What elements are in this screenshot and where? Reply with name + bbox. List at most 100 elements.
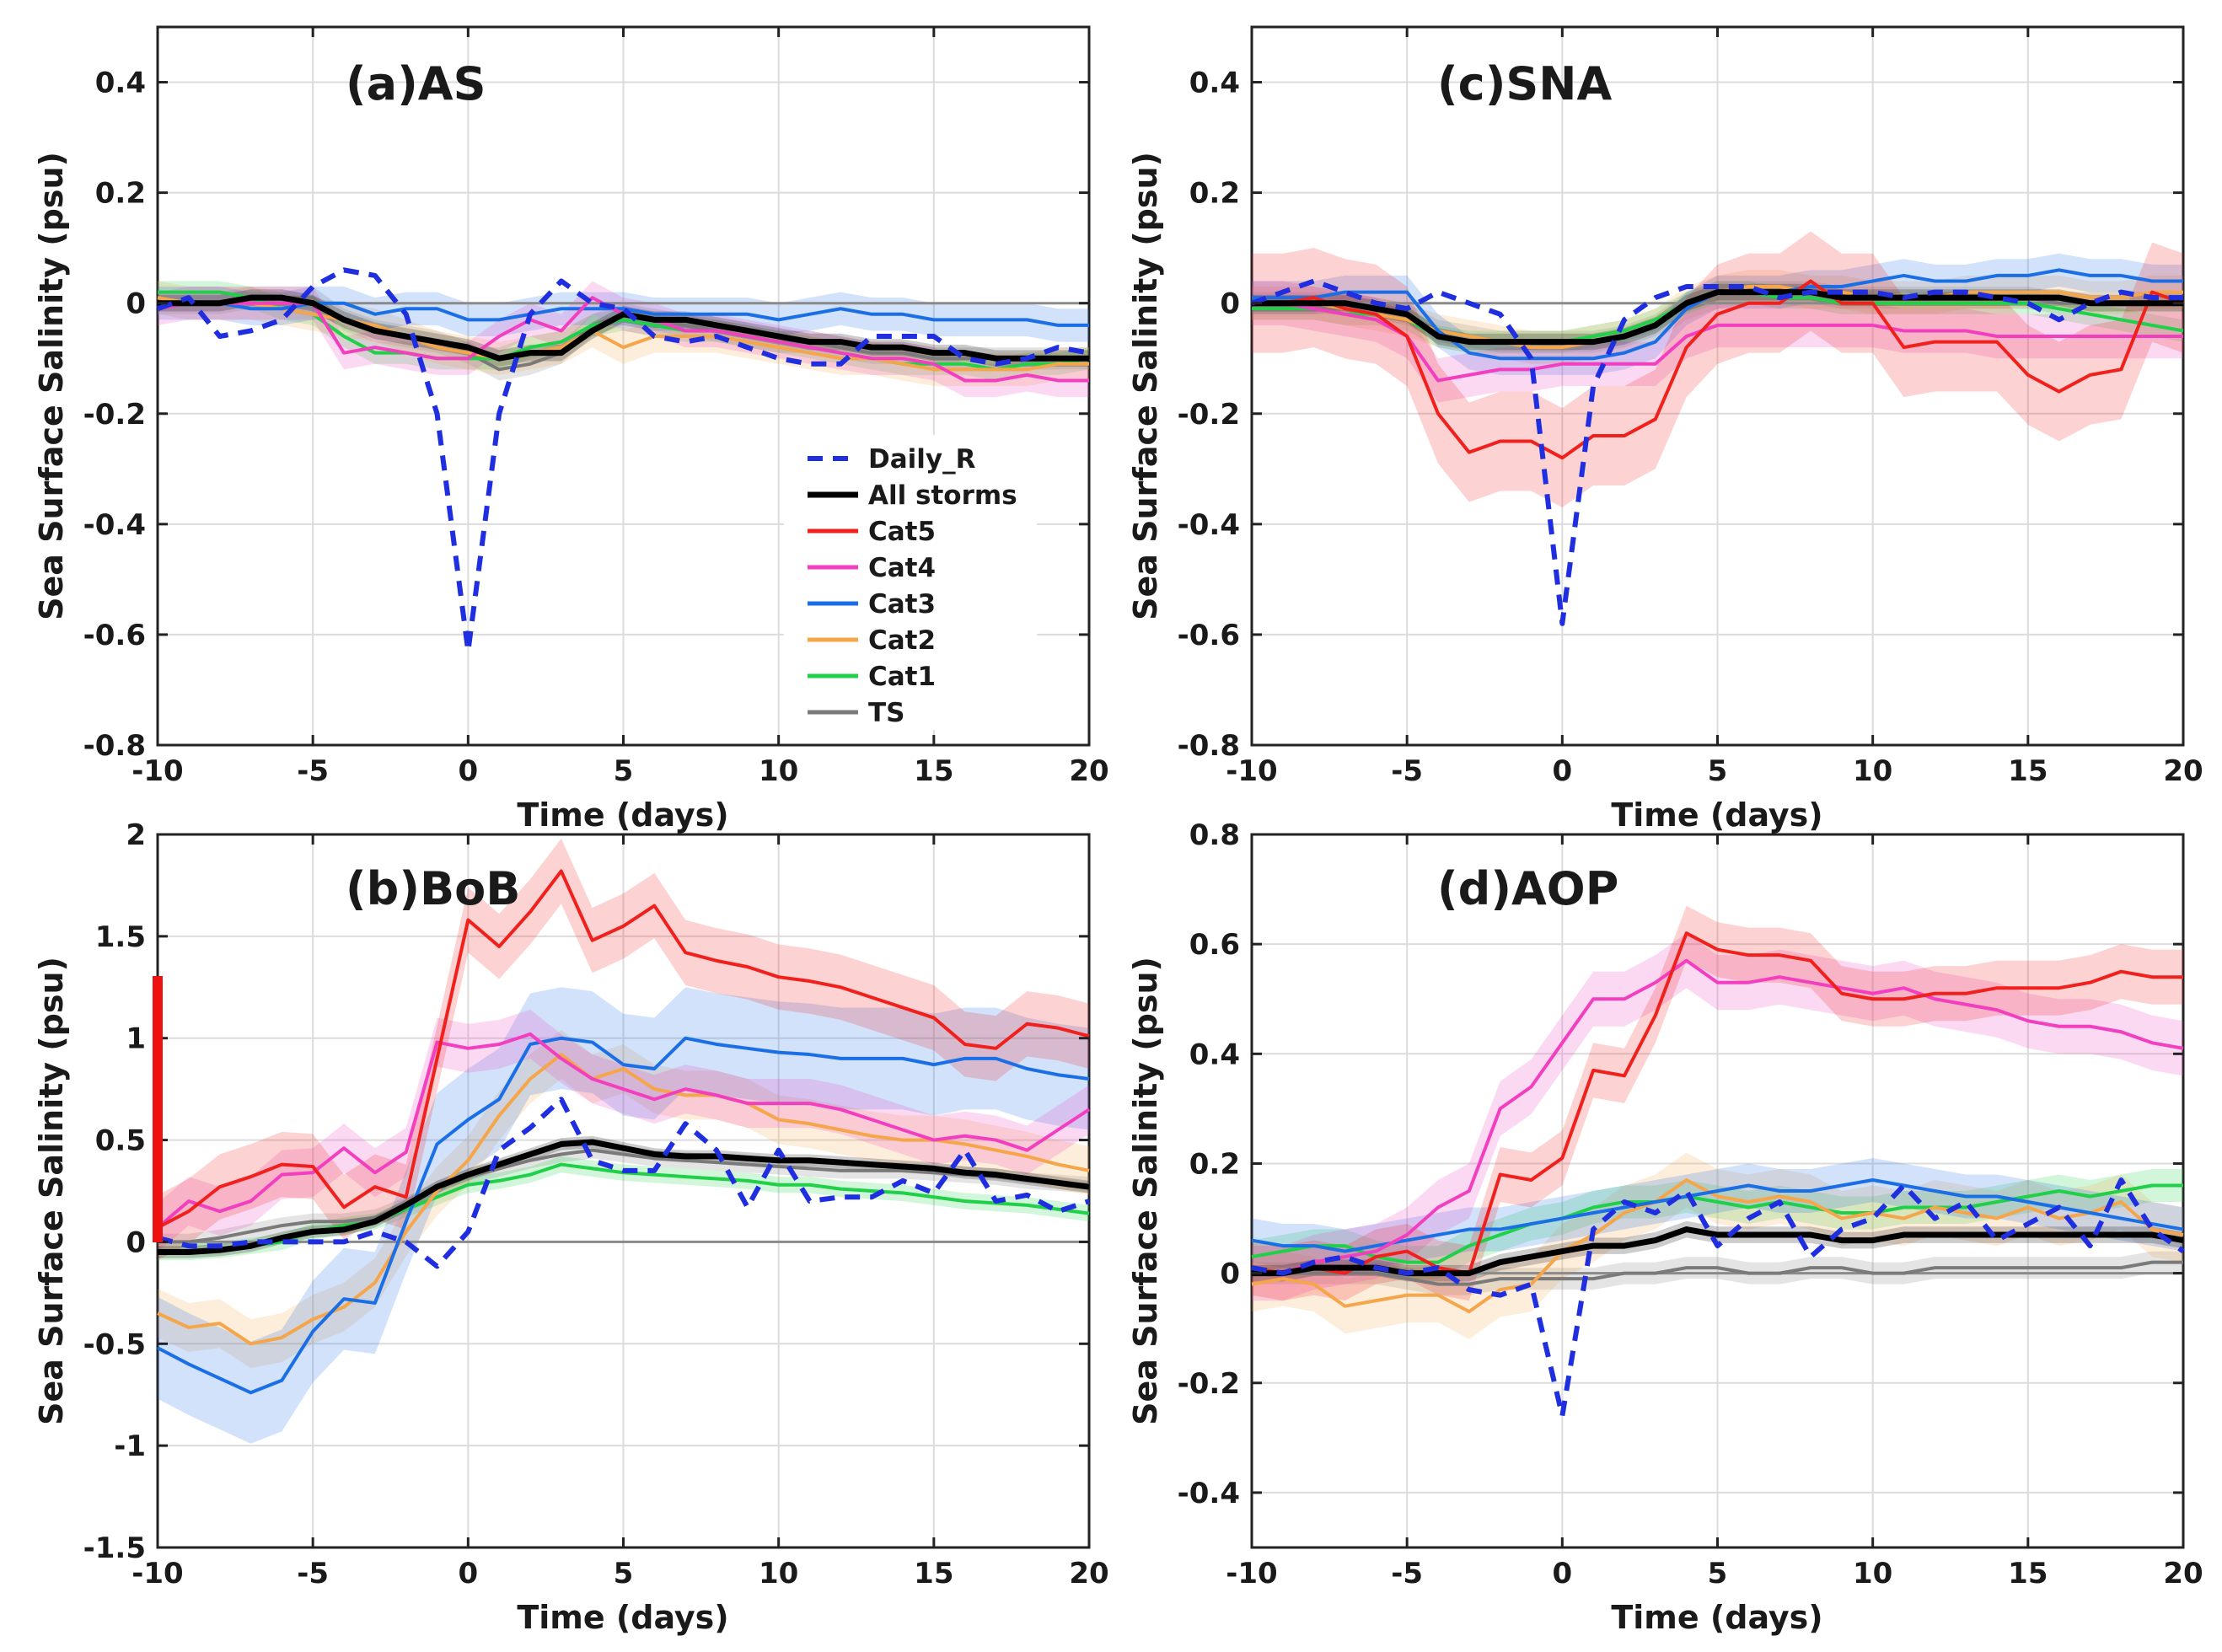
x-tick-label: 10 xyxy=(1853,1557,1892,1590)
panel-as: -10 -5 0 5 10 15 20 -0.8 -0.6 -0.4 -0.2 0 0.2 0.4 (a)… xyxy=(33,25,1109,834)
y-tick-label: 0 xyxy=(1220,287,1240,321)
x-tick-label: 15 xyxy=(2008,1557,2048,1590)
x-tick-label: 5 xyxy=(1708,754,1728,788)
y-tick-label: -0.5 xyxy=(83,1328,146,1361)
x-tick-label: -10 xyxy=(1226,754,1277,788)
axis-ticks: -10 -5 0 5 10 15 20 -0.8 -0.6 -0.4 -0.2 0 0.2 0.4 xyxy=(1178,27,2203,788)
series-lines xyxy=(1250,268,2184,626)
x-tick-label: 20 xyxy=(2163,1557,2203,1590)
series-all-storms xyxy=(1252,289,2183,346)
legend-label: Cat4 xyxy=(868,553,936,583)
legend-item-all-storms: All storms xyxy=(808,480,1017,511)
series-daily-r xyxy=(1251,1177,2185,1419)
y-tick-label: 0.4 xyxy=(95,67,146,100)
legend-label: Cat3 xyxy=(868,589,936,620)
x-tick-label: 10 xyxy=(759,754,798,788)
x-tick-label: 20 xyxy=(1069,754,1108,788)
y-tick-label: 0.4 xyxy=(1189,67,1240,100)
x-tick-label: 20 xyxy=(1069,1557,1108,1590)
series-all-storms xyxy=(158,294,1089,362)
series-cat4 xyxy=(1252,958,2184,1275)
axis-ticks: -10 -5 0 5 10 15 20 -1.5 -1 -0.5 0 0.5 1 1.5 2 xyxy=(83,818,1109,1590)
x-tick-label: -5 xyxy=(297,1557,329,1590)
axis-ticks: -10 -5 0 5 10 15 20 -0.8 -0.6 -0.4 -0.2 0 0.2 0.4 xyxy=(83,27,1109,788)
grid xyxy=(158,27,1089,745)
y-tick-label: -0.2 xyxy=(1178,398,1240,432)
band-cat4 xyxy=(1252,933,2183,1301)
series-lines xyxy=(1251,931,2185,1419)
series-cat5 xyxy=(157,869,1090,1230)
legend-label: All storms xyxy=(868,480,1017,511)
legend-item-cat4: Cat4 xyxy=(808,553,936,583)
series-daily-r xyxy=(157,1097,1090,1269)
y-axis-label: Sea Surface Salinity (psu) xyxy=(33,957,70,1425)
legend-item-cat1: Cat1 xyxy=(808,662,936,692)
series-cat4 xyxy=(156,1032,1091,1230)
y-tick-label: -0.2 xyxy=(1178,1367,1240,1401)
x-tick-label: -5 xyxy=(1391,1557,1423,1590)
band-cat4 xyxy=(158,281,1089,398)
series-cat3 xyxy=(157,1036,1090,1395)
panel-bob: -10 -5 0 5 10 15 20-1.5-1-0.500.511.52 (b)BoB … xyxy=(33,818,1109,1636)
legend-label: Cat5 xyxy=(868,517,936,547)
series-cat2 xyxy=(1251,1177,2184,1314)
series-cat5 xyxy=(1252,279,2184,460)
series-cat3 xyxy=(1251,1177,2184,1253)
legend-item-cat2: Cat2 xyxy=(808,625,936,656)
band-cat1 xyxy=(1252,1168,2183,1279)
axis-ticks: -10 -5 0 5 10 15 20 -0.4 -0.2 0 0.2 0.4 0.6 0.8 xyxy=(1178,818,2203,1590)
y-tick-label: -1.5 xyxy=(83,1531,146,1565)
band-cat5 xyxy=(158,838,1089,1261)
x-tick-label: -10 xyxy=(131,754,183,788)
y-tick-label: 0 xyxy=(1220,1258,1240,1291)
y-tick-label: -0.6 xyxy=(1178,619,1240,652)
y-axis-label: Sea Surface Salinity (psu) xyxy=(33,152,70,620)
series-cat5 xyxy=(1251,931,2183,1275)
legend-box xyxy=(784,435,1037,730)
y-tick-label: -0.4 xyxy=(1178,1477,1240,1510)
panel-title: (d)AOP xyxy=(1437,862,1618,915)
y-tick-label: 0.4 xyxy=(1189,1038,1240,1071)
y-tick-label: 0.6 xyxy=(1189,928,1240,962)
red-axis-marker xyxy=(153,976,163,1242)
x-tick-label: -10 xyxy=(131,1557,183,1590)
y-tick-label: 0.2 xyxy=(1189,177,1240,211)
legend-label: TS xyxy=(868,698,904,728)
x-axis-label: Time (days) xyxy=(1611,796,1822,834)
series-all-storms xyxy=(158,1139,1090,1256)
panel-sna: -10 -5 0 5 10 15 20 -0.8 -0.6 -0.4 -0.2 0 0.2 0.4 (c)… xyxy=(1127,25,2203,834)
x-axis-label: Time (days) xyxy=(1611,1599,1822,1636)
legend-item-daily-r: Daily_R xyxy=(808,444,976,475)
x-tick-label: 10 xyxy=(1853,754,1892,788)
band-cat3 xyxy=(158,987,1089,1444)
x-tick-label: 5 xyxy=(614,754,634,788)
y-tick-label: 0 xyxy=(126,1226,146,1259)
series-daily-r xyxy=(1250,278,2183,626)
y-tick-label: 2 xyxy=(126,818,146,852)
panel-aop: -10 -5 0 5 10 15 20 -0.4 -0.2 0 0.2 0.4 0.6 0.8 (d)AO… xyxy=(1127,818,2203,1636)
y-tick-label: 0.2 xyxy=(1189,1147,1240,1181)
y-tick-label: -0.8 xyxy=(1178,729,1240,763)
x-tick-label: 5 xyxy=(1708,1557,1728,1590)
x-axis-label: Time (days) xyxy=(517,1599,728,1636)
legend-label: Cat2 xyxy=(868,625,936,656)
y-tick-label: -0.8 xyxy=(83,729,146,763)
x-tick-label: 15 xyxy=(2008,754,2048,788)
band-cat5 xyxy=(1252,905,2183,1301)
x-tick-label: 0 xyxy=(458,1557,478,1590)
y-tick-label: -0.2 xyxy=(83,398,146,432)
x-tick-label: 10 xyxy=(759,1557,798,1590)
series-ts xyxy=(1252,1260,2183,1286)
y-tick-label: 0.2 xyxy=(95,177,146,211)
series-lines xyxy=(156,869,1091,1395)
panel-title: (b)BoB xyxy=(346,862,520,915)
series-daily-r xyxy=(156,267,1090,654)
band-all-storms xyxy=(158,1135,1089,1258)
x-tick-label: -5 xyxy=(297,754,329,788)
legend-label: Daily_R xyxy=(868,444,976,475)
panel-title: (c)SNA xyxy=(1437,57,1612,110)
x-tick-label: 15 xyxy=(914,754,953,788)
x-axis-label: Time (days) xyxy=(517,796,728,834)
x-tick-label: 5 xyxy=(614,1557,634,1590)
